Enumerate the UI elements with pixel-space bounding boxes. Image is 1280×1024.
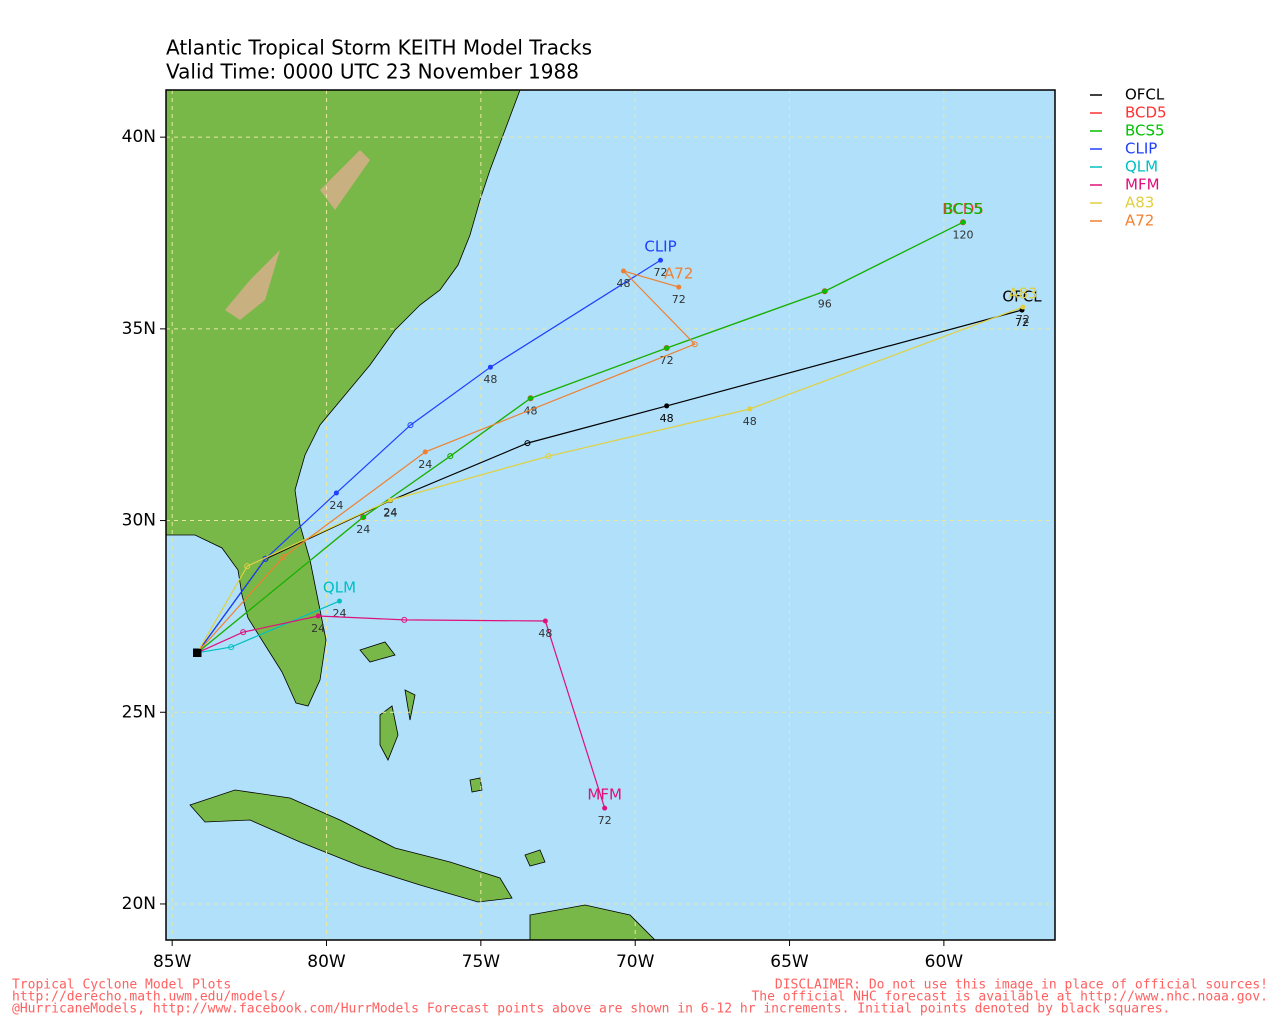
- point-label: 24: [418, 458, 432, 471]
- point-label: 24: [329, 499, 343, 512]
- track: [196, 259, 661, 654]
- forecast-point: [676, 284, 682, 290]
- point-label: 48: [743, 415, 757, 428]
- forecast-point: [664, 345, 670, 351]
- track: [196, 615, 606, 809]
- point-label: 72: [1015, 316, 1029, 329]
- y-tick-label: 35N: [122, 319, 156, 339]
- point-label: 48: [660, 412, 674, 425]
- forecast-point: [658, 257, 664, 263]
- forecast-point: [407, 422, 414, 429]
- forecast-point: [747, 406, 753, 412]
- track-name: BCD5: [942, 200, 984, 218]
- footer-left: http://derecho.math.uwm.edu/models/: [12, 990, 286, 1005]
- forecast-point: [620, 268, 626, 274]
- x-tick-label: 85W: [153, 952, 192, 972]
- track-name: A72: [664, 265, 693, 283]
- initial-point: [193, 648, 202, 657]
- x-tick-label: 80W: [307, 952, 346, 972]
- land: [166, 90, 656, 940]
- track-name: MFM: [587, 786, 622, 804]
- track-name: OFCL: [1002, 288, 1042, 306]
- point-label: 72: [654, 266, 668, 279]
- legend-label: MFM: [1125, 176, 1160, 194]
- track-name: BCS5: [943, 200, 983, 218]
- footer-right: The official NHC forecast is available a…: [751, 990, 1268, 1005]
- point-label: 48: [524, 404, 538, 417]
- track: [196, 306, 1024, 654]
- y-tick-label: 25N: [122, 702, 156, 722]
- forecast-point: [387, 497, 393, 503]
- y-tick-label: 40N: [122, 127, 156, 147]
- legend-label: A72: [1125, 212, 1154, 230]
- forecast-point: [960, 219, 966, 225]
- forecast-point: [315, 613, 321, 619]
- chart-title: Atlantic Tropical Storm KEITH Model Trac…: [166, 36, 592, 60]
- forecast-point: [487, 364, 493, 370]
- forecast-point: [602, 805, 608, 811]
- footer-left: Tropical Cyclone Model Plots: [12, 978, 231, 993]
- frame: [165, 89, 1056, 941]
- legend-label: QLM: [1125, 158, 1158, 176]
- footer-left: @HurricaneModels, http://www.facebook.co…: [12, 1002, 1170, 1017]
- x-tick-label: 75W: [462, 952, 501, 972]
- track: [196, 269, 696, 654]
- point-label: 120: [953, 228, 974, 241]
- chart-subtitle: Valid Time: 0000 UTC 23 November 1988: [166, 60, 579, 84]
- x-tick-label: 70W: [616, 952, 655, 972]
- forecast-point: [280, 553, 287, 560]
- forecast-point: [691, 341, 698, 348]
- legend-label: BCS5: [1125, 122, 1165, 140]
- forecast-point: [1020, 304, 1026, 310]
- point-label: 72: [672, 293, 686, 306]
- track: [197, 600, 340, 654]
- point-label: 72: [598, 814, 612, 827]
- forecast-point: [360, 514, 366, 520]
- forecast-point: [528, 395, 534, 401]
- legend-label: BCD5: [1125, 104, 1167, 122]
- point-label: 24: [311, 622, 325, 635]
- forecast-point: [542, 618, 548, 624]
- track-name: A83: [1008, 285, 1037, 303]
- point-label: 24: [356, 523, 370, 536]
- forecast-point: [447, 453, 454, 460]
- forecast-point: [336, 598, 342, 604]
- forecast-point: [401, 616, 408, 623]
- y-tick-label: 30N: [122, 511, 156, 531]
- forecast-point: [422, 449, 428, 455]
- track-name: CLIP: [644, 238, 676, 256]
- point-label: 48: [616, 277, 630, 290]
- point-label: 96: [818, 297, 832, 310]
- x-tick-label: 60W: [925, 952, 964, 972]
- forecast-point: [333, 490, 339, 496]
- legend-label: A83: [1125, 194, 1154, 212]
- legend-label: OFCL: [1125, 86, 1165, 104]
- forecast-point: [228, 644, 235, 651]
- forecast-point: [822, 288, 828, 294]
- track-name: QLM: [323, 579, 356, 597]
- forecast-point: [664, 403, 670, 409]
- point-label: 48: [483, 373, 497, 386]
- x-tick-label: 65W: [770, 952, 809, 972]
- footer-right: DISCLAIMER: Do not use this image in pla…: [775, 978, 1268, 993]
- forecast-point: [524, 440, 531, 447]
- forecast-point: [240, 629, 247, 636]
- plot-layer: 24 48 72 OFCL BCD5 24 48 72 96 120 BCS5 24 48 72 CLIP 2…: [166, 90, 1055, 940]
- point-label: 24: [332, 607, 346, 620]
- point-label: 72: [1016, 313, 1030, 326]
- forecast-point: [545, 453, 552, 460]
- forecast-point: [244, 563, 251, 570]
- point-label: 24: [383, 506, 397, 519]
- point-label: 24: [383, 507, 397, 520]
- point-label: 48: [538, 627, 552, 640]
- legend-label: CLIP: [1125, 140, 1157, 158]
- y-tick-label: 20N: [122, 894, 156, 914]
